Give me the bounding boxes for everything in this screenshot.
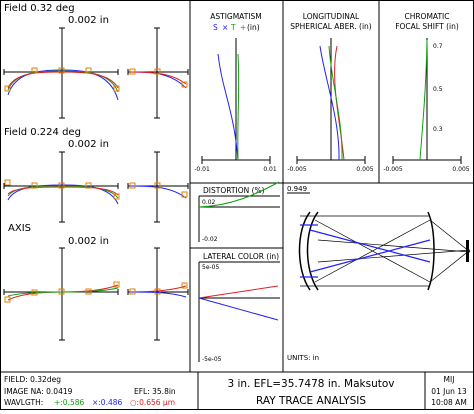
footer-date: 01 Jun 13 [431,387,467,396]
field-3-title: AXIS [8,223,31,234]
dist-tick-top: 0.02 [202,199,216,206]
long-tick-left: -0.005 [287,166,307,173]
astigmatism-title: ASTIGMATISM [210,12,262,21]
ray-fan-field-1: Field 0.32 deg 0.002 in [3,3,189,119]
footer-image-na: IMAGE NA: 0.0419 [4,387,73,396]
chroma-ytick-1: 0.5 [433,86,443,93]
footer-efl: EFL: 35.8in [134,387,176,396]
optical-layout: 0.949 UNITS: in [287,185,471,362]
lat-tick-top: 5e-05 [202,264,219,271]
astig-tick-right: 0.01 [263,166,277,173]
longitudinal-title-2: SPHERICAL ABER. (in) [290,22,372,31]
chroma-ytick-2: 0.3 [433,126,443,133]
footer-field: FIELD: 0.32deg [4,375,61,384]
field-2-scale: 0.002 in [68,139,109,150]
chromatic-plot: CHROMATIC FOCAL SHIFT (in) 0.7 0.5 0.3 -… [383,12,469,173]
dist-tick-bottom: -0.02 [202,236,218,243]
lateral-color-plot: LATERAL COLOR (in) 5e-05 -5e-05 [198,252,280,363]
legend-s: S [213,23,218,32]
chroma-ytick-0: 0.7 [433,43,443,50]
legend-t: T [230,23,236,32]
distortion-plot: DISTORTION (%) 0.02 -0.02 [198,181,280,243]
lateral-color-title: LATERAL COLOR (in) [203,252,279,261]
units-label: UNITS: in [287,354,319,362]
longitudinal-title-1: LONGITUDINAL [303,12,360,21]
footer-wavelength-label: WAVLGTH: [4,398,43,407]
astig-tick-left: -0.01 [194,166,210,173]
chromatic-title-1: CHROMATIC [404,12,449,21]
image-plane [466,240,469,262]
footer-title-main: 3 in. EFL=35.7478 in. Maksutov [227,378,394,390]
footer-author: MIJ [444,375,455,384]
field-1-title: Field 0.32 deg [4,3,75,14]
long-tick-right: 0.005 [356,166,373,173]
legend-plus: + [240,23,246,32]
astigmatism-plot: ASTIGMATISM S × T + (in) -0.01 0.01 [194,12,277,173]
chroma-tick-left: -0.005 [383,166,403,173]
footer-time: 10:08 AM [431,398,467,407]
distortion-title: DISTORTION (%) [203,186,265,195]
layout-scale-label: 0.949 [287,185,307,193]
field-2-title: Field 0.224 deg [4,127,81,138]
field-3-scale: 0.002 in [68,236,109,247]
footer-title-sub: RAY TRACE ANALYSIS [256,395,366,407]
footer-wl1: +:0.586 [54,398,85,407]
footer-wl2: ×:0.486 [92,398,123,407]
field-1-scale: 0.002 in [68,15,109,26]
longitudinal-plot: LONGITUDINAL SPHERICAL ABER. (in) -0.005… [287,12,373,173]
legend-x: × [222,23,228,32]
chromatic-title-2: FOCAL SHIFT (in) [395,22,459,31]
lat-tick-bottom: -5e-05 [202,356,222,363]
legend-unit: (in) [247,23,260,32]
footer: FIELD: 0.32deg IMAGE NA: 0.0419 EFL: 35.… [4,375,467,407]
chroma-tick-right: 0.005 [452,166,469,173]
footer-wl3: ○:0.656 µm [130,398,175,407]
ray-fan-axis: AXIS 0.002 in [3,223,189,341]
ray-fan-field-2: Field 0.224 deg 0.002 in [3,127,189,223]
